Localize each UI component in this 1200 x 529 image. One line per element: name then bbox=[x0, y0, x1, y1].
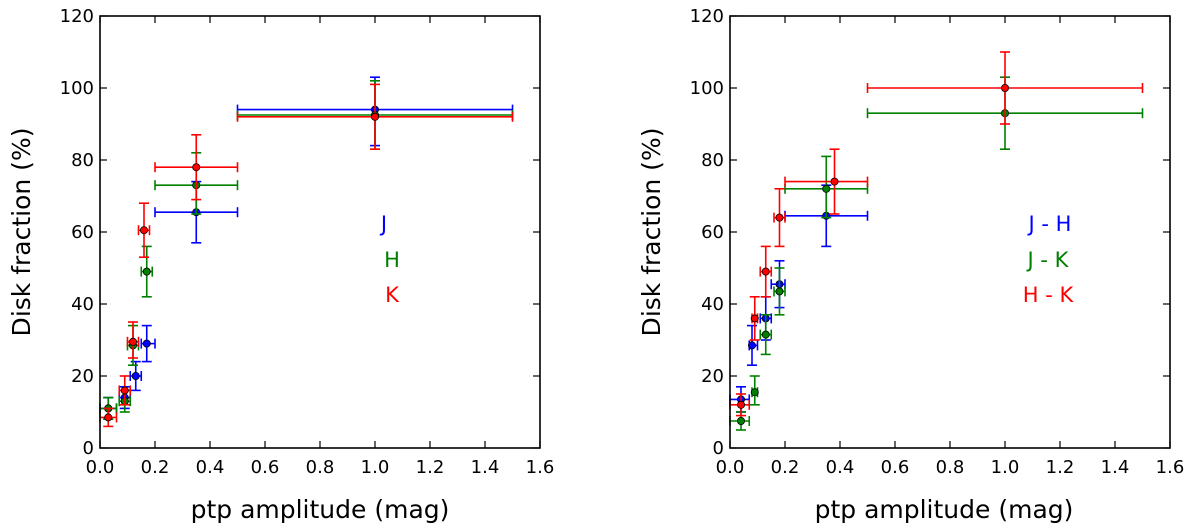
data-point bbox=[775, 213, 784, 222]
y-tick-label: 80 bbox=[701, 150, 724, 171]
x-tick-label: 1.2 bbox=[1046, 457, 1075, 478]
x-tick-label: 0.2 bbox=[141, 457, 170, 478]
data-point bbox=[142, 339, 151, 348]
x-tick-label: 1.6 bbox=[526, 457, 555, 478]
legend-entry-h-k: H - K bbox=[1023, 283, 1075, 307]
y-tick-label: 40 bbox=[701, 294, 724, 315]
data-point bbox=[830, 177, 839, 186]
x-tick-label: 0.0 bbox=[716, 457, 745, 478]
chart-panel-right: Disk fraction (%) ptp amplitude (mag) 0.… bbox=[637, 6, 1184, 524]
y-tick-label: 100 bbox=[690, 78, 724, 99]
chart-panel-left: Disk fraction (%) ptp amplitude (mag) 0.… bbox=[7, 6, 554, 524]
x-tick-label: 0.6 bbox=[881, 457, 910, 478]
y-tick-label: 60 bbox=[701, 222, 724, 243]
series-h bbox=[99, 80, 514, 421]
x-tick-label: 0.6 bbox=[251, 457, 280, 478]
x-tick-label: 1.0 bbox=[991, 457, 1020, 478]
x-axis-label: ptp amplitude (mag) bbox=[191, 495, 450, 524]
data-point bbox=[192, 163, 201, 172]
data-point bbox=[822, 184, 831, 193]
data-marks bbox=[729, 51, 1144, 431]
y-axis-label: Disk fraction (%) bbox=[7, 128, 36, 337]
series-j bbox=[99, 76, 514, 421]
data-point bbox=[104, 413, 113, 422]
data-point bbox=[761, 267, 770, 276]
data-point bbox=[1001, 84, 1010, 93]
y-tick-label: 60 bbox=[71, 222, 94, 243]
x-tick-label: 0.4 bbox=[826, 457, 855, 478]
data-point bbox=[775, 287, 784, 296]
x-tick-label: 1.4 bbox=[471, 457, 500, 478]
y-tick-label: 20 bbox=[701, 366, 724, 387]
x-tick-label: 1.0 bbox=[361, 457, 390, 478]
series-h-k bbox=[729, 51, 1144, 417]
legend: J - H J - K H - K bbox=[1023, 212, 1075, 307]
data-point bbox=[370, 112, 379, 121]
legend: J H K bbox=[379, 212, 400, 307]
legend-entry-j-h: J - H bbox=[1027, 212, 1072, 236]
y-axis-label: Disk fraction (%) bbox=[637, 128, 666, 337]
legend-entry-j-k: J - K bbox=[1026, 248, 1070, 272]
data-point bbox=[139, 226, 148, 235]
data-point bbox=[120, 386, 129, 395]
data-point bbox=[737, 400, 746, 409]
x-tick-label: 0.2 bbox=[771, 457, 800, 478]
plot-frame bbox=[729, 15, 1171, 449]
x-tick-label: 0.8 bbox=[936, 457, 965, 478]
y-tick-label: 120 bbox=[690, 6, 724, 27]
data-point bbox=[737, 416, 746, 425]
legend-entry-h: H bbox=[384, 248, 400, 272]
data-point bbox=[748, 341, 757, 350]
plot-frame bbox=[99, 15, 541, 449]
x-tick-label: 0.4 bbox=[196, 457, 225, 478]
data-point bbox=[750, 314, 759, 323]
data-marks bbox=[99, 76, 514, 428]
axis-ticks: 0.0 0.2 0.4 0.6 0.8 1.0 1.2 1.4 1.6 0 20 40 60 80 100 1… bbox=[690, 6, 1185, 478]
data-point bbox=[761, 330, 770, 339]
y-tick-label: 80 bbox=[71, 150, 94, 171]
series-j-h bbox=[729, 184, 869, 413]
y-tick-label: 100 bbox=[60, 78, 94, 99]
x-tick-label: 0.8 bbox=[306, 457, 335, 478]
series-k bbox=[99, 83, 514, 428]
x-axis-label: ptp amplitude (mag) bbox=[815, 495, 1074, 524]
x-tick-label: 1.6 bbox=[1156, 457, 1185, 478]
data-point bbox=[750, 388, 759, 397]
data-point bbox=[128, 337, 137, 346]
y-tick-label: 40 bbox=[71, 294, 94, 315]
legend-entry-k: K bbox=[385, 283, 400, 307]
data-point bbox=[142, 267, 151, 276]
y-tick-label: 120 bbox=[60, 6, 94, 27]
x-tick-label: 0.0 bbox=[86, 457, 115, 478]
y-tick-label: 0 bbox=[713, 438, 724, 459]
legend-entry-j: J bbox=[379, 212, 387, 236]
y-tick-label: 0 bbox=[83, 438, 94, 459]
series-j-k bbox=[729, 76, 1144, 431]
x-tick-label: 1.4 bbox=[1101, 457, 1130, 478]
x-tick-label: 1.2 bbox=[416, 457, 445, 478]
axis-ticks: 0.0 0.2 0.4 0.6 0.8 1.0 1.2 1.4 1.6 0 20 40 60 80 100 1… bbox=[60, 6, 555, 478]
data-point bbox=[131, 371, 140, 380]
y-tick-label: 20 bbox=[71, 366, 94, 387]
